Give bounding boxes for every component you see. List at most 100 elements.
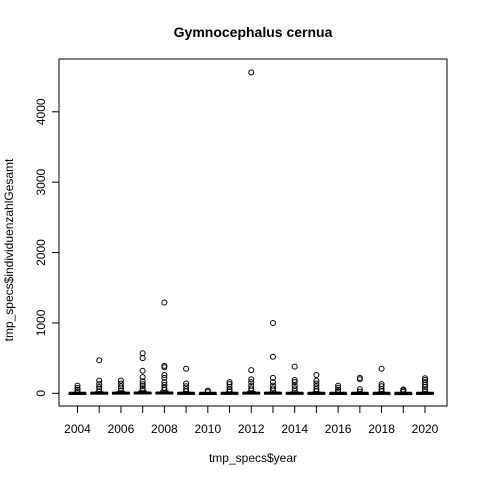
y-tick-label: 2000 [34, 239, 48, 266]
outlier-point [313, 377, 320, 384]
outlier-point [269, 379, 276, 386]
outlier-point [248, 376, 255, 383]
outlier-point [422, 375, 428, 382]
outlier-point [161, 374, 168, 381]
outlier-point [291, 363, 298, 370]
outlier-point [96, 388, 103, 395]
outlier-point [226, 381, 233, 388]
outlier-point [269, 353, 276, 360]
outlier-point [226, 379, 233, 386]
outlier-point [291, 376, 298, 383]
outlier-point [139, 374, 146, 381]
outlier-point [161, 362, 168, 369]
box-2016 [329, 382, 348, 395]
outlier-point [248, 385, 255, 392]
y-axis-label: tmp_specs$individuenzahlGesamt [2, 158, 16, 341]
outlier-point [248, 367, 255, 374]
outlier-point [269, 385, 276, 392]
outlier-point [335, 386, 342, 393]
outlier-point [204, 387, 211, 394]
outlier-point [269, 382, 276, 389]
outlier-point [422, 376, 428, 383]
outlier-point [356, 388, 363, 395]
x-tick-label: 2014 [281, 422, 308, 436]
outlier-point [139, 378, 146, 385]
outlier-point [96, 383, 103, 390]
box-2009 [177, 365, 196, 395]
y-tick-label: 4000 [34, 98, 48, 125]
outlier-point [117, 383, 124, 390]
outlier-point [248, 379, 255, 386]
outlier-point [161, 379, 168, 386]
outlier-point [291, 379, 298, 386]
outlier-point [139, 385, 146, 392]
outlier-point [248, 382, 255, 389]
x-axis: 2004 2006 2008 2010 2012 2014 2016 2018 2020 [64, 405, 439, 436]
outlier-point [117, 380, 124, 387]
outlier-point [139, 367, 146, 374]
y-tick-label: 3000 [34, 169, 48, 196]
outlier-point [422, 386, 428, 393]
outlier-point [313, 380, 320, 387]
outlier-point [183, 380, 190, 387]
outlier-point [96, 357, 103, 364]
box-2019 [394, 386, 413, 396]
outlier-point [161, 381, 168, 388]
outlier-point [74, 382, 81, 389]
box-2012 [242, 69, 261, 395]
box-2017 [350, 374, 369, 395]
outlier-point [183, 383, 190, 390]
x-tick-label: 2020 [412, 422, 439, 436]
y-tick-label: 1000 [34, 309, 48, 336]
outlier-point [400, 386, 407, 393]
outlier-point [378, 381, 385, 388]
x-axis-label: tmp_specs$year [209, 451, 297, 465]
outlier-point [139, 350, 146, 357]
box-2007 [133, 350, 152, 395]
outlier-point [226, 388, 233, 395]
x-tick-label: 2018 [368, 422, 395, 436]
box-2018 [372, 365, 391, 395]
chart-title: Gymnocephalus cernua [174, 24, 333, 40]
x-tick-label: 2004 [64, 422, 91, 436]
outlier-point [422, 388, 428, 395]
outlier-point [335, 384, 342, 391]
outlier-point [356, 374, 363, 381]
outlier-point [335, 382, 342, 389]
outlier-point [378, 383, 385, 390]
box-2008 [155, 299, 174, 395]
x-tick-label: 2006 [108, 422, 135, 436]
box-2020 [416, 375, 434, 395]
box-group [68, 69, 434, 396]
box-2006 [111, 377, 130, 395]
x-tick-label: 2012 [238, 422, 265, 436]
outlier-point [74, 386, 81, 393]
outlier-point [183, 386, 190, 393]
outlier-point [313, 386, 320, 393]
outlier-point [161, 384, 168, 391]
outlier-point [117, 387, 124, 394]
outlier-point [117, 377, 124, 384]
x-tick-label: 2008 [151, 422, 178, 436]
outlier-point [291, 385, 298, 392]
y-axis: 0 1000 2000 3000 4000 [34, 98, 60, 397]
box-2013 [263, 319, 282, 395]
outlier-point [183, 365, 190, 372]
box-2011 [220, 379, 239, 395]
x-tick-label: 2016 [325, 422, 352, 436]
outlier-point [96, 377, 103, 384]
outlier-point [335, 388, 342, 395]
box-2015 [307, 372, 326, 395]
outlier-point [161, 372, 168, 379]
box-2014 [285, 363, 304, 395]
outlier-point [291, 382, 298, 389]
box-2004 [68, 382, 87, 395]
outlier-point [422, 379, 428, 386]
outlier-point [139, 381, 146, 388]
outlier-point [96, 381, 103, 388]
box-2005 [90, 357, 109, 395]
outlier-point [74, 385, 81, 392]
box-2010 [198, 387, 217, 396]
